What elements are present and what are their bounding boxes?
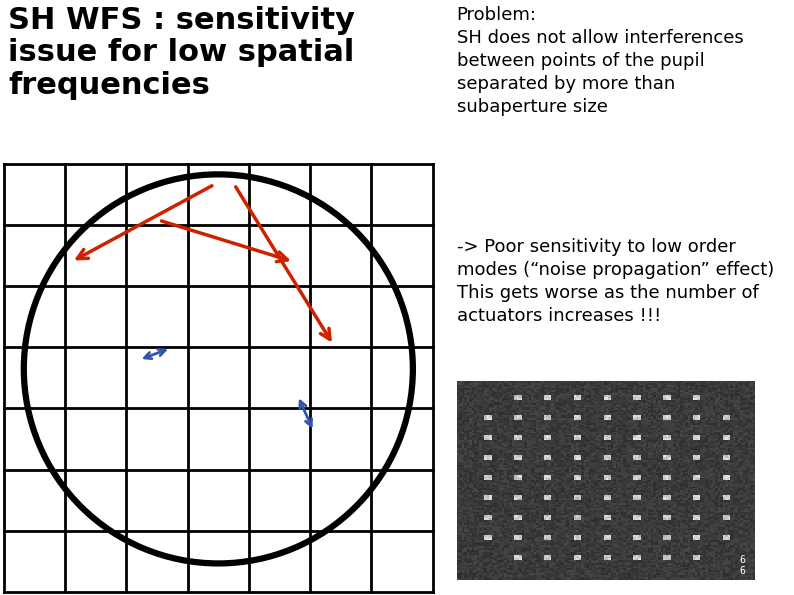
Text: SH WFS : sensitivity
issue for low spatial
frequencies: SH WFS : sensitivity issue for low spati… [8,6,355,100]
Text: 6
6: 6 6 [739,555,746,576]
Text: Problem:
SH does not allow interferences
between points of the pupil
separated b: Problem: SH does not allow interferences… [457,6,743,115]
Text: -> Poor sensitivity to low order
modes (“noise propagation” effect)
This gets wo: -> Poor sensitivity to low order modes (… [457,238,774,325]
